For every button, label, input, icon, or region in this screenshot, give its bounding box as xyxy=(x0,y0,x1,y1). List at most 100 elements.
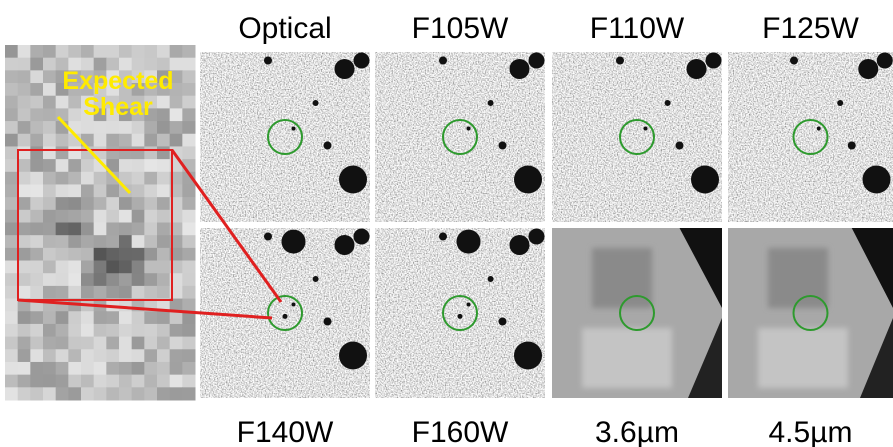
image-panel xyxy=(375,52,545,222)
bright-source xyxy=(860,318,893,398)
image-panel xyxy=(200,52,370,222)
pixel xyxy=(157,171,171,185)
pixel xyxy=(119,159,133,173)
pixel xyxy=(43,260,57,274)
pixel xyxy=(43,209,57,223)
patch xyxy=(592,248,652,308)
annotation: Expected xyxy=(62,67,173,95)
pixel xyxy=(55,45,69,59)
source xyxy=(457,313,463,319)
pixel xyxy=(106,70,120,84)
pixel xyxy=(5,349,19,363)
pixel xyxy=(119,235,133,249)
pixel xyxy=(81,247,95,262)
pixel xyxy=(68,323,82,338)
pixel xyxy=(144,45,158,59)
pixel xyxy=(5,209,19,223)
pixel xyxy=(68,45,82,59)
pixel xyxy=(17,374,31,388)
pixel xyxy=(119,361,133,376)
pixel xyxy=(169,45,183,59)
pixel xyxy=(55,311,69,325)
pixel xyxy=(144,197,158,211)
pixel xyxy=(43,83,57,97)
pixel xyxy=(144,323,158,338)
pixel xyxy=(55,387,69,401)
pixel xyxy=(131,108,145,122)
pixel xyxy=(55,323,69,338)
pixel xyxy=(43,311,57,325)
target-circle xyxy=(442,295,478,331)
pixel xyxy=(131,387,145,401)
pixel xyxy=(182,83,196,97)
pixel xyxy=(157,133,171,147)
pixel xyxy=(43,374,57,388)
pixel xyxy=(30,323,44,338)
pixel xyxy=(157,57,171,71)
source xyxy=(339,341,367,370)
pixel xyxy=(17,45,31,59)
source xyxy=(498,317,507,326)
pixel xyxy=(30,159,44,173)
pixel xyxy=(30,83,44,97)
pixel xyxy=(106,349,120,363)
pixel xyxy=(17,197,31,211)
pixel xyxy=(68,222,82,236)
pixel xyxy=(106,361,120,376)
pixel xyxy=(81,171,95,185)
pixel xyxy=(5,247,19,262)
pixel xyxy=(93,57,107,71)
pixel xyxy=(5,70,19,84)
pixel xyxy=(106,260,120,274)
pixel xyxy=(68,159,82,173)
pixel xyxy=(144,374,158,388)
pixel xyxy=(119,197,133,211)
pixel xyxy=(182,374,196,388)
zoom-box xyxy=(17,149,173,301)
pixel xyxy=(182,361,196,376)
pixel xyxy=(68,83,82,97)
source xyxy=(528,228,545,245)
pixel xyxy=(68,260,82,274)
pixel xyxy=(157,247,171,262)
pixel xyxy=(5,121,19,135)
pixel xyxy=(131,57,145,71)
pixel xyxy=(93,70,107,84)
pixel xyxy=(43,70,57,84)
pixel xyxy=(131,159,145,173)
pixel xyxy=(144,146,158,160)
pixel xyxy=(157,209,171,223)
pixel xyxy=(17,83,31,97)
pixel xyxy=(81,235,95,249)
pixel xyxy=(106,45,120,59)
panel-noise xyxy=(200,52,370,222)
pixel xyxy=(93,159,107,173)
pixel xyxy=(93,197,107,211)
panel-noise xyxy=(728,52,893,222)
pixel xyxy=(81,108,95,122)
pixel xyxy=(106,133,120,147)
pixel xyxy=(131,336,145,350)
pixel xyxy=(55,273,69,287)
source xyxy=(291,126,296,131)
pixel xyxy=(55,171,69,185)
image-panel xyxy=(728,228,893,398)
pixel xyxy=(93,361,107,376)
pixel xyxy=(182,222,196,236)
pixel xyxy=(119,336,133,350)
source xyxy=(466,126,471,131)
pixel xyxy=(119,133,133,147)
pixel xyxy=(30,349,44,363)
pixel xyxy=(119,311,133,325)
pixel xyxy=(106,285,120,300)
bright-source xyxy=(688,318,722,398)
pixel xyxy=(5,374,19,388)
pixel xyxy=(68,361,82,376)
pixel xyxy=(93,108,107,122)
pixel xyxy=(119,247,133,262)
pixel xyxy=(93,247,107,262)
annotation: Shear xyxy=(83,93,153,121)
pixel xyxy=(5,171,19,185)
pixel xyxy=(43,133,57,147)
pixel xyxy=(5,95,19,109)
